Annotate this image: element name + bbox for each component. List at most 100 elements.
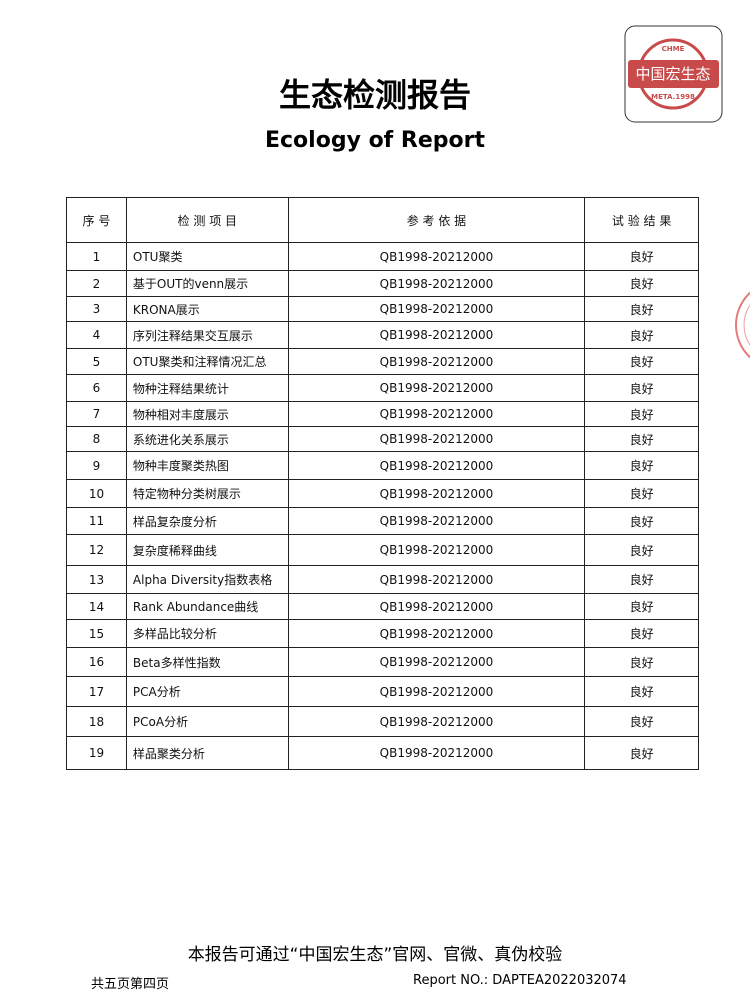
table-cell: QB1998-20212000	[287, 374, 586, 402]
table-cell: QB1998-20212000	[287, 736, 586, 770]
table-cell: 良好	[584, 451, 699, 480]
table-row: 18 PCoA分析 QB1998-20212000 良好	[66, 706, 699, 737]
logo-top: CHME	[662, 45, 685, 53]
table-cell: 11	[66, 507, 127, 535]
stamp-inner	[743, 304, 750, 346]
table-row: 9 物种丰度聚类热图 QB1998-20212000 良好	[66, 451, 699, 480]
header-row: 序 号检 测 项 目参 考 依 据试 验 结 果	[66, 197, 699, 243]
table-row: 19 样品聚类分析 QB1998-20212000 良好	[66, 736, 699, 770]
table-row: 17 PCA分析 QB1998-20212000 良好	[66, 676, 699, 707]
table-cell: 17	[66, 676, 127, 707]
table-cell: 样品聚类分析	[125, 736, 289, 770]
table-cell: 18	[66, 706, 127, 737]
table-row: 6 物种注释结果统计 QB1998-20212000 良好	[66, 374, 699, 402]
logo-name: 中国宏生态	[635, 65, 710, 83]
table-cell: 14	[66, 593, 127, 620]
table-cell: 良好	[584, 706, 699, 737]
table-cell: 良好	[584, 321, 699, 349]
table-cell: 5	[66, 348, 127, 375]
table-cell: 复杂度稀释曲线	[125, 534, 289, 566]
table-row: 3 KRONA展示 QB1998-20212000 良好	[66, 296, 699, 322]
table-cell: 物种相对丰度展示	[125, 401, 289, 427]
table-row: 2 基于OUT的venn展示 QB1998-20212000 良好	[66, 270, 699, 297]
table-row: 10 特定物种分类树展示 QB1998-20212000 良好	[66, 479, 699, 508]
table-cell: 物种丰度聚类热图	[125, 451, 289, 480]
table-row: 5 OTU聚类和注释情况汇总 QB1998-20212000 良好	[66, 348, 699, 375]
table-cell: 物种注释结果统计	[125, 374, 289, 402]
table-cell: 良好	[584, 736, 699, 770]
table-cell: 良好	[584, 242, 699, 271]
column-header: 参 考 依 据	[287, 197, 586, 243]
subtitle: Ecology of Report	[264, 128, 486, 153]
table-cell: 良好	[584, 270, 699, 297]
table-cell: QB1998-20212000	[287, 451, 586, 480]
table-cell: QB1998-20212000	[287, 321, 586, 349]
table-body: 1 OTU聚类 QB1998-20212000 良好 2 基于OUT的venn展示 QB19…	[66, 242, 699, 770]
table-cell: 13	[66, 565, 127, 594]
table-row: 15 多样品比较分析 QB1998-20212000 良好	[66, 619, 699, 648]
table-row: 1 OTU聚类 QB1998-20212000 良好	[66, 242, 699, 271]
column-header: 序 号	[66, 197, 127, 243]
table-cell: Rank Abundance曲线	[125, 593, 289, 620]
logo-band	[628, 60, 719, 88]
table-cell: 良好	[584, 676, 699, 707]
column-header: 试 验 结 果	[584, 197, 699, 243]
table-cell: KRONA展示	[125, 296, 289, 322]
table-cell: PCoA分析	[125, 706, 289, 737]
table-cell: 9	[66, 451, 127, 480]
table-row: 4 序列注释结果交互展示 QB1998-20212000 良好	[66, 321, 699, 349]
table-row: 14 Rank Abundance曲线 QB1998-20212000 良好	[66, 593, 699, 620]
table-cell: 12	[66, 534, 127, 566]
table-cell: QB1998-20212000	[287, 479, 586, 508]
table-cell: QB1998-20212000	[287, 593, 586, 620]
table-row: 13 Alpha Diversity指数表格 QB1998-20212000 良好	[66, 565, 699, 594]
title: 生态检测报告	[278, 76, 471, 114]
table-cell: QB1998-20212000	[287, 534, 586, 566]
table-cell: 7	[66, 401, 127, 427]
table-cell: 样品复杂度分析	[125, 507, 289, 535]
table-row: 11 样品复杂度分析 QB1998-20212000 良好	[66, 507, 699, 535]
table-cell: 19	[66, 736, 127, 770]
table-cell: 8	[66, 426, 127, 452]
table-cell: QB1998-20212000	[287, 270, 586, 297]
page-count: 共五页第四页	[91, 977, 170, 992]
table-cell: Alpha Diversity指数表格	[125, 565, 289, 594]
table-cell: 良好	[584, 479, 699, 508]
table-row: 12 复杂度稀释曲线 QB1998-20212000 良好	[66, 534, 699, 566]
table-cell: QB1998-20212000	[287, 619, 586, 648]
table-cell: OTU聚类	[125, 242, 289, 271]
table-cell: 良好	[584, 507, 699, 535]
column-header: 检 测 项 目	[125, 197, 289, 243]
table-cell: 多样品比较分析	[125, 619, 289, 648]
report-no: Report NO.: DAPTEA2022032074	[413, 973, 627, 988]
table-cell: 良好	[584, 296, 699, 322]
table-cell: OTU聚类和注释情况汇总	[125, 348, 289, 375]
table-cell: 良好	[584, 348, 699, 375]
table-cell: 序列注释结果交互展示	[125, 321, 289, 349]
table-row: 8 系统进化关系展示 QB1998-20212000 良好	[66, 426, 699, 452]
report-table: 序 号检 测 项 目参 考 依 据试 验 结 果 1 OTU聚类 QB1998-20…	[66, 197, 699, 770]
stamp	[735, 291, 750, 359]
table-row: 7 物种相对丰度展示 QB1998-20212000 良好	[66, 401, 699, 427]
table-cell: 良好	[584, 374, 699, 402]
table-cell: 3	[66, 296, 127, 322]
table-cell: QB1998-20212000	[287, 242, 586, 271]
table-cell: PCA分析	[125, 676, 289, 707]
table-cell: 良好	[584, 619, 699, 648]
table-cell: 良好	[584, 593, 699, 620]
table-cell: Beta多样性指数	[125, 647, 289, 677]
table-cell: 4	[66, 321, 127, 349]
table-cell: 良好	[584, 401, 699, 427]
table-cell: 15	[66, 619, 127, 648]
table-cell: 系统进化关系展示	[125, 426, 289, 452]
table-cell: QB1998-20212000	[287, 706, 586, 737]
table-cell: 良好	[584, 647, 699, 677]
verify-note: 本报告可通过“中国宏生态”官网、官微、真伪校验	[187, 945, 563, 965]
table-row: 16 Beta多样性指数 QB1998-20212000 良好	[66, 647, 699, 677]
table-cell: QB1998-20212000	[287, 296, 586, 322]
table-cell: QB1998-20212000	[287, 348, 586, 375]
table-cell: 1	[66, 242, 127, 271]
table-cell: QB1998-20212000	[287, 565, 586, 594]
